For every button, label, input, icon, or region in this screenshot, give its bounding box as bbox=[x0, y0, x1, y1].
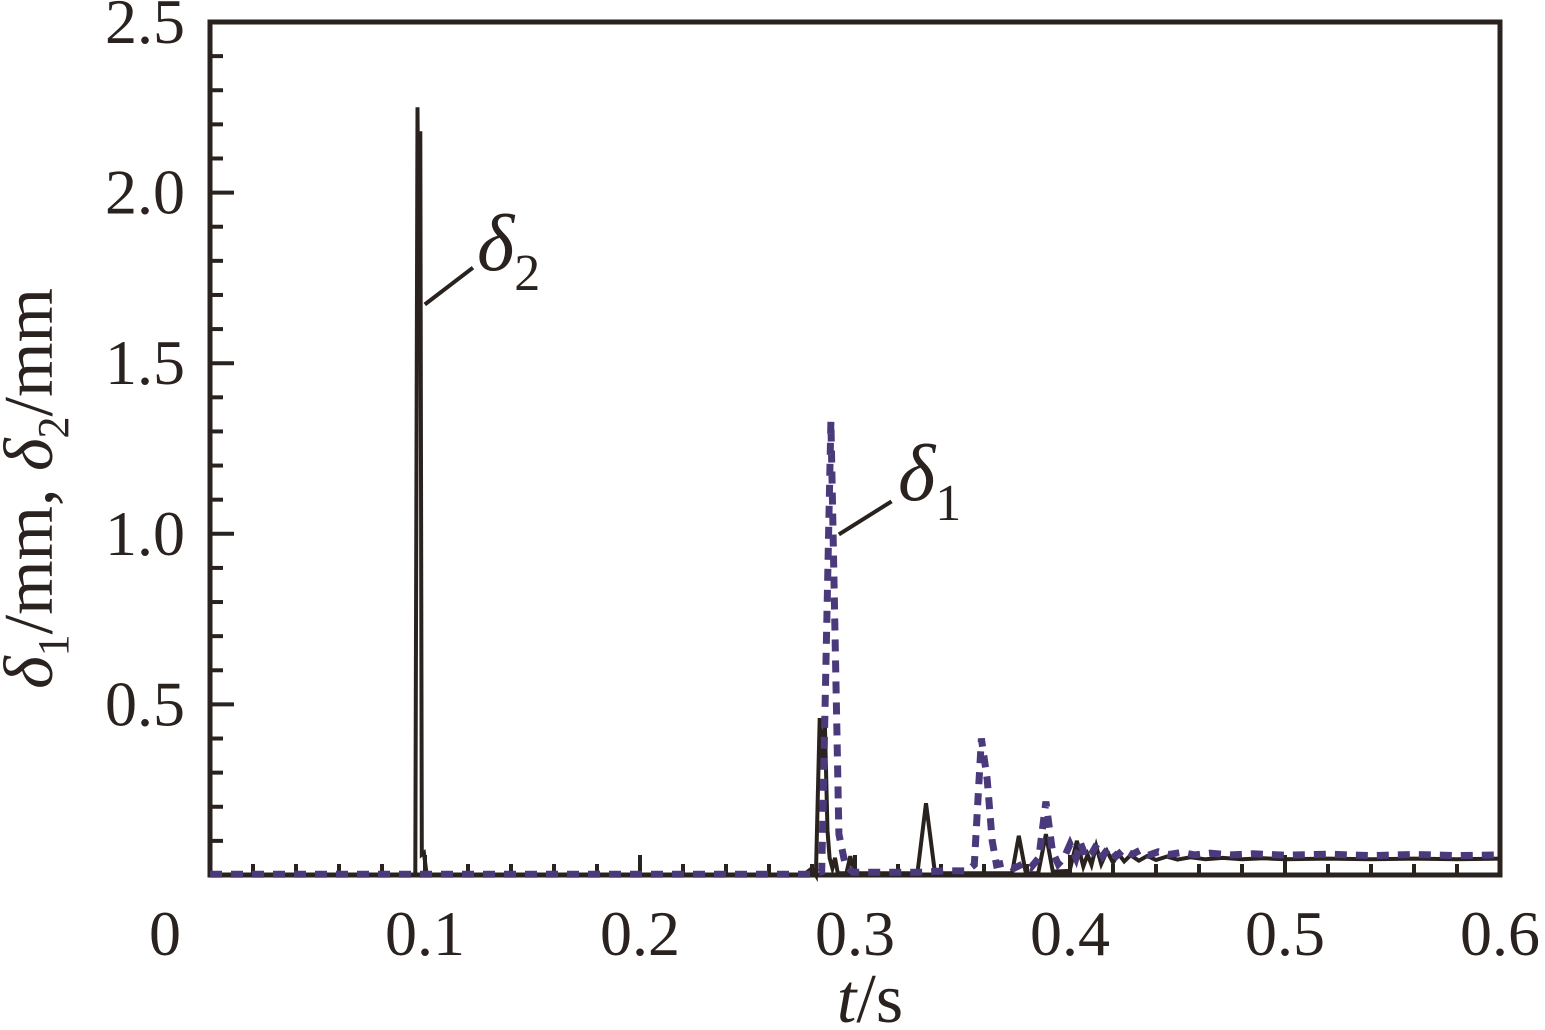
x-axis-title: t/s bbox=[837, 961, 903, 1030]
series-lines bbox=[210, 107, 1501, 883]
plot-frame bbox=[207, 19, 1503, 878]
axis-titles: t/s δ1/mm, δ2/mm bbox=[0, 288, 903, 1030]
delta2-label: δ2 bbox=[477, 200, 540, 302]
x-tick-label: 0.1 bbox=[385, 898, 465, 969]
y-tick-label: 1.0 bbox=[105, 498, 185, 569]
x-axis-ticks: 0 0.1 0.2 0.3 0.4 0.5 0.6 bbox=[149, 855, 1540, 969]
x-tick-label: 0.4 bbox=[1030, 898, 1110, 969]
y-tick-label: 1.5 bbox=[105, 327, 185, 398]
plot-frame-rect bbox=[207, 19, 1503, 878]
x-tick-label: 0.2 bbox=[600, 898, 680, 969]
delta1-label: δ1 bbox=[898, 430, 961, 532]
x-tick-label: 0.5 bbox=[1245, 898, 1325, 969]
x-tick-label: 0 bbox=[149, 898, 181, 969]
series-annotations: δ2 δ1 bbox=[423, 200, 961, 537]
x-tick-label: 0.6 bbox=[1460, 898, 1540, 969]
delta1-label-leader bbox=[837, 499, 893, 537]
y-axis-title: δ1/mm, δ2/mm bbox=[0, 288, 78, 689]
y-axis-ticks: 0.5 1.0 1.5 2.0 2.5 bbox=[105, 0, 234, 843]
x-tick-label: 0.3 bbox=[815, 898, 895, 969]
y-tick-label: 2.0 bbox=[105, 157, 185, 228]
y-tick-label: 2.5 bbox=[105, 0, 185, 57]
delta2-line bbox=[210, 107, 1501, 883]
delta1-line bbox=[210, 421, 1501, 878]
delta2-label-leader bbox=[423, 266, 475, 307]
y-tick-label: 0.5 bbox=[105, 668, 185, 739]
